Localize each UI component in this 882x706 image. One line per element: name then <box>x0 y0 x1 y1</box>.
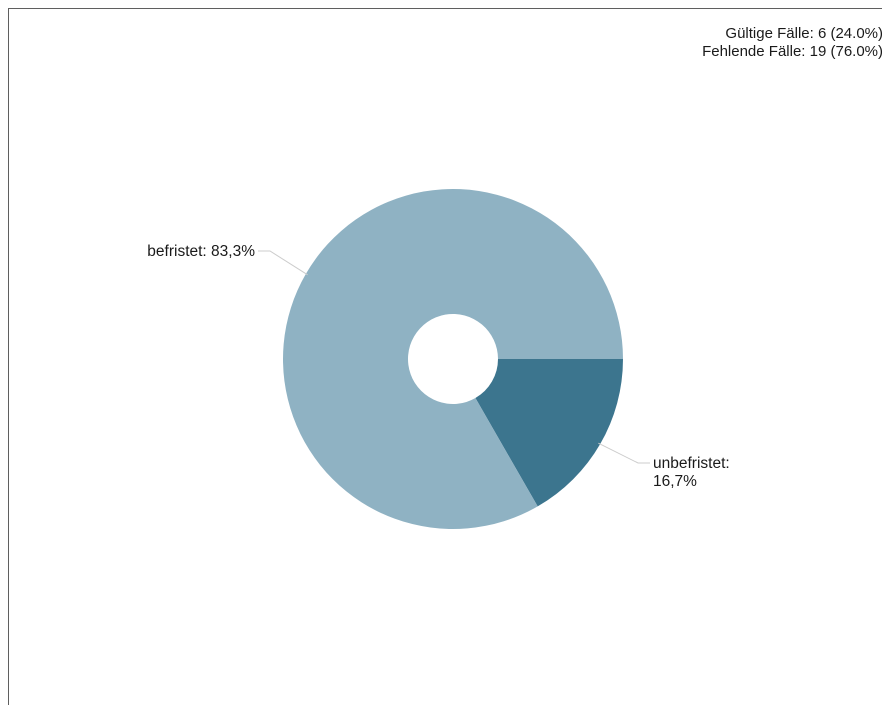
leader-line-unbefristet <box>598 443 650 463</box>
leader-line-befristet <box>258 251 308 275</box>
slices-group <box>283 189 623 529</box>
slice-label-line: 16,7% <box>653 473 697 490</box>
slice-label-line: unbefristet: <box>653 455 730 472</box>
slice-label-befristet: befristet: 83,3% <box>147 243 255 260</box>
chart-frame: unbefristet: 16,7% befristet: 83,3% Gültig… <box>8 8 882 705</box>
valid-cases-text: Gültige Fälle: 6 (24.0%) <box>725 25 882 42</box>
missing-cases-text: Fehlende Fälle: 19 (76.0%) <box>702 43 882 60</box>
donut-chart: unbefristet: 16,7% befristet: 83,3% Gültig… <box>9 9 882 706</box>
slice-label-line: befristet: 83,3% <box>147 243 255 260</box>
slice-label-unbefristet: unbefristet: 16,7% <box>653 455 730 490</box>
